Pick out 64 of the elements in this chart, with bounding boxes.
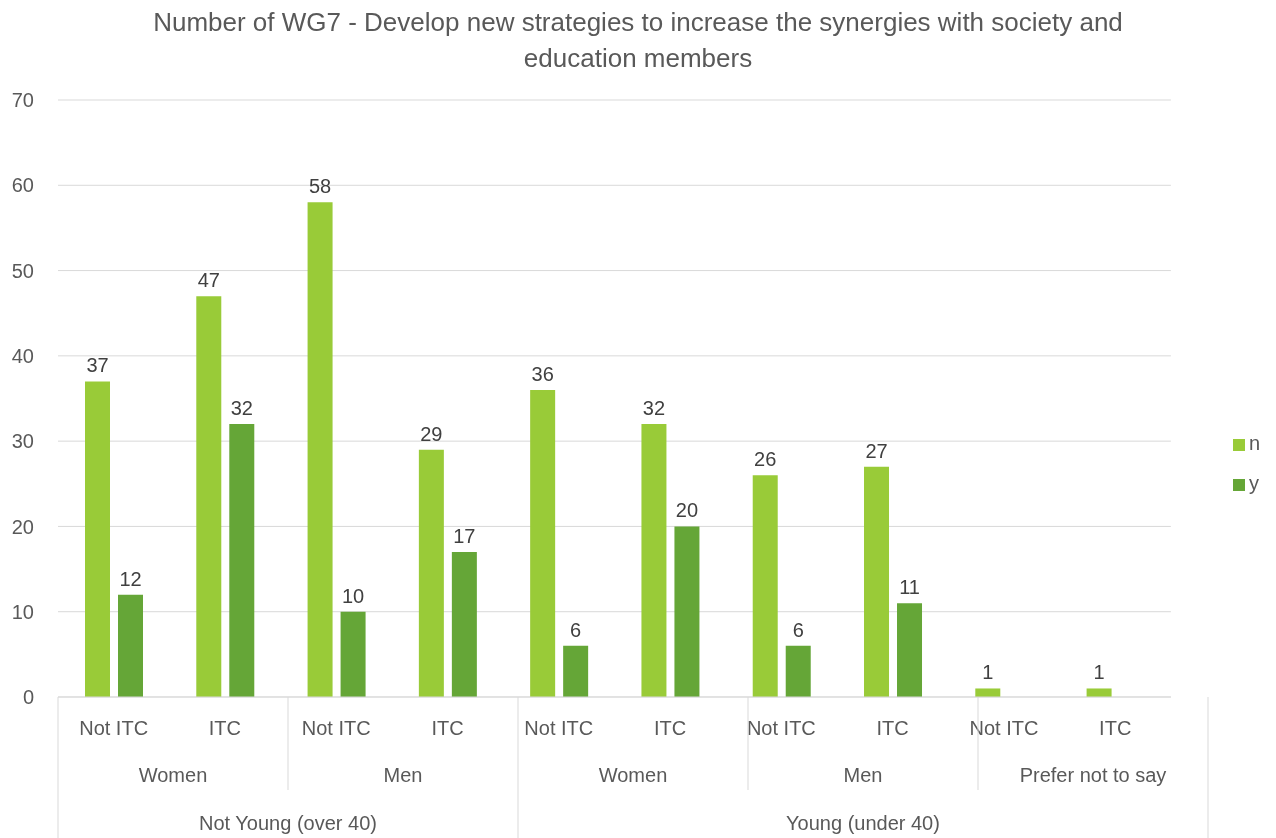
bar [530, 389, 556, 697]
bar [340, 611, 366, 697]
data-label: 32 [642, 397, 666, 420]
y-tick-label: 30 [11, 430, 34, 453]
data-label: 58 [308, 175, 332, 198]
text: Women [138, 764, 208, 786]
data-label: 37 [86, 354, 109, 377]
x-tick-label: Not ITC [79, 717, 149, 740]
data-label: 20 [675, 499, 699, 522]
legend-label: y [1248, 472, 1259, 494]
chart-title: Number of WG7 - Develop new strategies to increase the synergies with society and education members [152, 6, 1124, 75]
y-tick-label: 60 [11, 174, 34, 197]
data-label: 32 [230, 397, 253, 420]
x-tick-label: ITC [208, 717, 242, 740]
text: Men [383, 764, 423, 786]
x-tick-label: Not ITC [746, 717, 816, 740]
data-label: 6 [570, 618, 582, 641]
x-tick-label: ITC [1099, 717, 1132, 740]
bar [451, 552, 477, 697]
text: Women [598, 764, 668, 786]
legend-label: n [1248, 432, 1260, 454]
data-label: 10 [341, 584, 365, 607]
bar [752, 475, 778, 697]
y-tick-label: 10 [11, 600, 34, 623]
data-label: 11 [899, 576, 920, 599]
data-label: 12 [119, 567, 142, 590]
data-label: 26 [754, 448, 777, 471]
bar [196, 296, 222, 697]
x-tick-label: Not ITC [524, 717, 594, 740]
bar [785, 645, 811, 697]
data-label: 17 [453, 525, 476, 548]
x-tick-label: ITC [876, 717, 909, 740]
x-tick-label: Not ITC [969, 717, 1039, 740]
data-label: 1 [1093, 661, 1105, 684]
data-label: 47 [197, 269, 220, 292]
y-tick-label: 40 [11, 344, 34, 367]
x-tick-label: ITC [431, 717, 464, 740]
text: Prefer not to say [1019, 764, 1167, 786]
x-tick-label: Not ITC [301, 717, 371, 740]
data-label: 1 [982, 661, 994, 684]
bar [418, 449, 444, 697]
x-tick-label: ITC [653, 717, 687, 740]
bar [85, 381, 110, 697]
bar [1086, 688, 1112, 697]
bar [864, 466, 890, 697]
bar [641, 424, 667, 697]
bar [897, 603, 923, 697]
data-label: 36 [531, 362, 554, 385]
text: Young (under 40) [786, 812, 940, 834]
bar [975, 688, 1001, 697]
bar [563, 645, 589, 697]
data-label: 6 [792, 618, 804, 641]
y-tick-label: 50 [11, 259, 34, 282]
y-tick-label: 70 [11, 89, 34, 112]
bar [229, 424, 255, 697]
data-label: 27 [865, 439, 888, 462]
y-tick-label: 20 [11, 515, 34, 538]
data-label: 29 [420, 422, 443, 445]
bar [307, 202, 333, 697]
bar [118, 594, 143, 697]
bar [674, 526, 700, 697]
text: Not Young (over 40) [199, 812, 377, 834]
text: Men [843, 764, 883, 786]
y-tick-label: 0 [22, 686, 34, 709]
